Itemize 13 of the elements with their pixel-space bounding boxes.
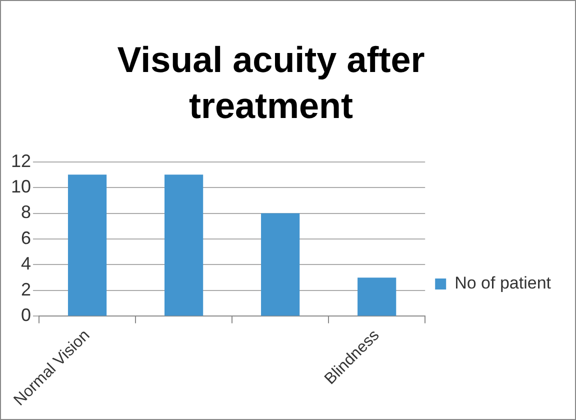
legend-label: No of patient <box>454 274 552 293</box>
chart-title: Visual acuity after treatment <box>116 38 426 128</box>
bar <box>261 213 300 316</box>
y-tick-label: 10 <box>10 176 32 197</box>
bar <box>358 278 396 316</box>
y-tick-label: 4 <box>21 254 32 274</box>
y-tick-label: 0 <box>21 305 32 326</box>
bar <box>164 174 204 316</box>
y-tick-label: 12 <box>10 150 32 171</box>
y-tick-label: 6 <box>21 228 32 248</box>
y-tick-label: 8 <box>21 202 32 222</box>
bar <box>68 174 107 316</box>
y-tick-label: 2 <box>21 279 32 300</box>
